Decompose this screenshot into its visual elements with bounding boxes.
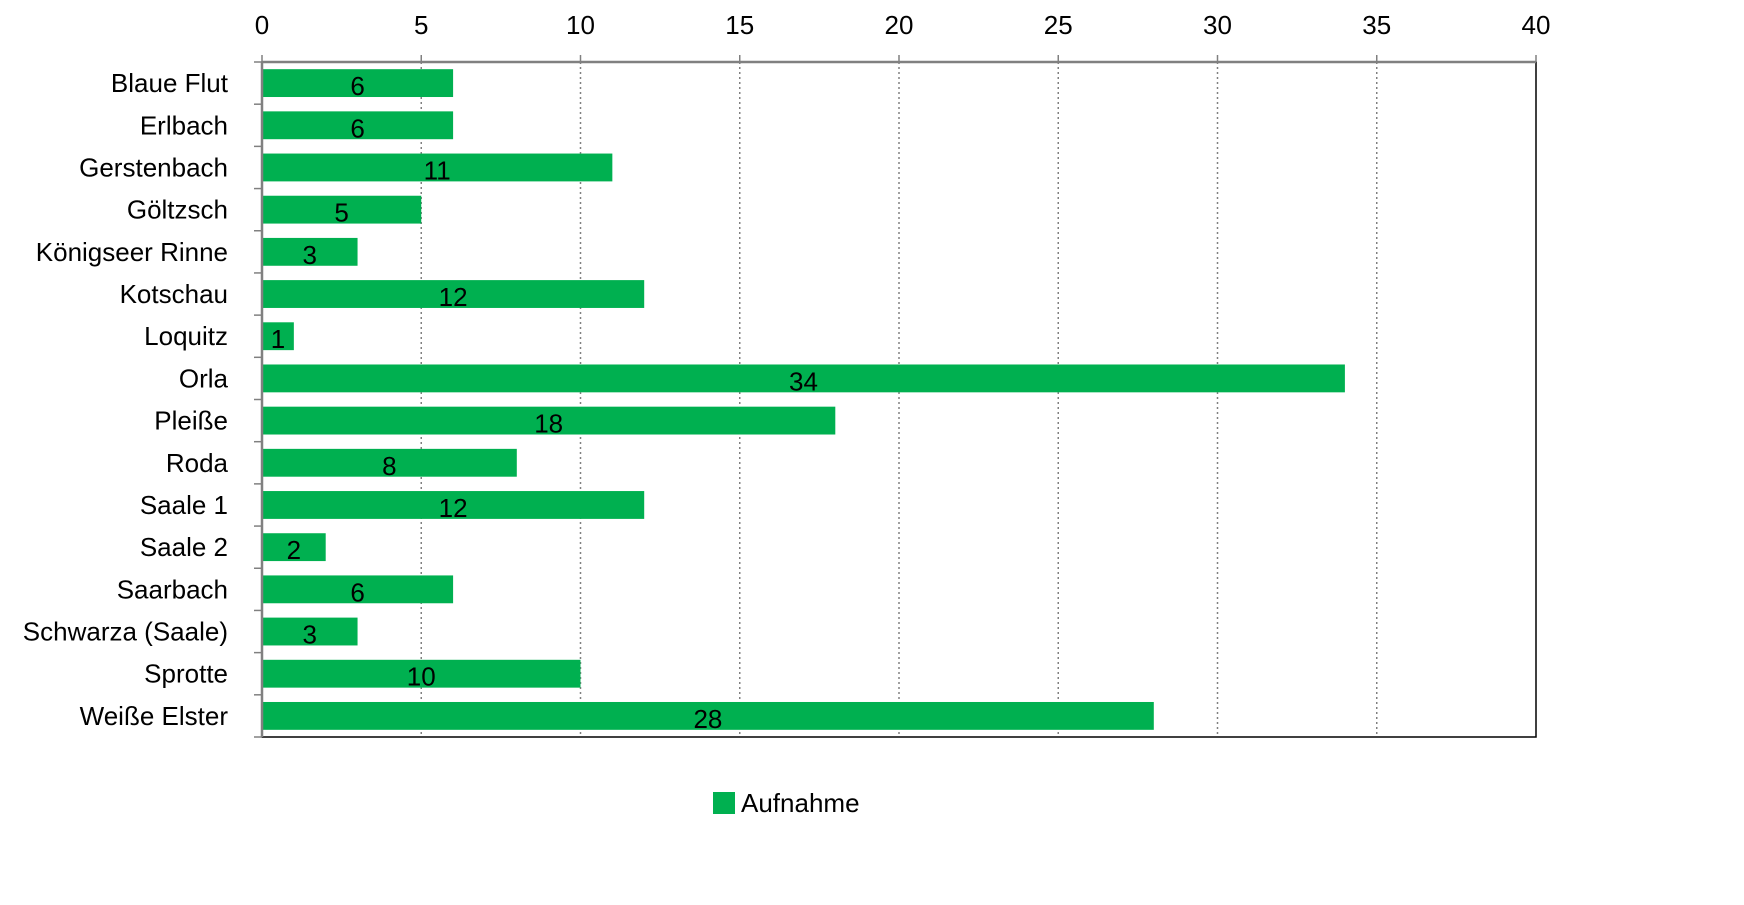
x-tick-label-10: 10	[566, 10, 595, 40]
data-label: 11	[424, 155, 451, 185]
bar-roda	[262, 448, 517, 477]
data-label: 3	[303, 240, 317, 270]
legend: Aufnahme	[713, 788, 860, 818]
bar-blaue-flut	[262, 69, 454, 98]
data-label: 6	[350, 577, 364, 607]
data-label: 12	[439, 282, 468, 312]
x-tick-label-0: 0	[255, 10, 269, 40]
bars	[262, 69, 1345, 730]
bar-erlbach	[262, 111, 454, 140]
category-label: Erlbach	[140, 110, 228, 140]
category-label: Gerstenbach	[79, 152, 228, 182]
category-label: Loquitz	[144, 321, 228, 351]
x-tick-label-25: 25	[1044, 10, 1073, 40]
x-tick-label-20: 20	[885, 10, 914, 40]
data-label: 3	[303, 620, 317, 650]
bar-pleiße	[262, 406, 836, 435]
x-tick-label-30: 30	[1203, 10, 1232, 40]
category-label: Roda	[166, 448, 229, 478]
category-label: Schwarza (Saale)	[23, 617, 228, 647]
data-label: 10	[407, 662, 436, 692]
axes	[254, 55, 1537, 738]
x-tick-label-5: 5	[414, 10, 428, 40]
category-label: Sprotte	[144, 659, 228, 689]
category-label: Weiße Elster	[80, 701, 229, 731]
data-label: 2	[287, 535, 301, 565]
bar-sprotte	[262, 659, 581, 688]
data-label: 8	[382, 451, 396, 481]
bar-saarbach	[262, 575, 454, 604]
data-label: 28	[693, 704, 722, 734]
bar-saale-1	[262, 491, 645, 519]
data-label: 34	[789, 366, 818, 396]
bar-orla	[262, 364, 1345, 393]
bar-saale-2	[262, 533, 326, 562]
data-label: 6	[350, 71, 364, 101]
category-label: Königseer Rinne	[36, 237, 228, 267]
legend-swatch	[713, 792, 735, 814]
bar-königseer-rinne	[262, 237, 358, 266]
x-tick-label-35: 35	[1362, 10, 1391, 40]
category-label: Pleiße	[154, 406, 228, 436]
category-label: Göltzsch	[127, 195, 228, 225]
data-label: 18	[534, 409, 563, 439]
bar-gerstenbach	[262, 153, 613, 182]
bar-göltzsch	[262, 195, 422, 224]
category-label: Blaue Flut	[111, 68, 229, 98]
data-label: 5	[334, 198, 348, 228]
legend-label: Aufnahme	[741, 788, 860, 818]
data-label: 6	[350, 113, 364, 143]
bar-kotschau	[262, 280, 645, 308]
bar-loquitz	[262, 322, 294, 351]
data-label: 12	[439, 493, 468, 523]
category-label: Saale 2	[140, 532, 228, 562]
x-tick-label-15: 15	[725, 10, 754, 40]
data-label: 1	[271, 324, 285, 354]
category-label: Orla	[179, 363, 229, 393]
category-label: Kotschau	[120, 279, 228, 309]
bar-weiße-elster	[262, 701, 1154, 730]
x-tick-label-40: 40	[1522, 10, 1551, 40]
bar-schwarza-saale-	[262, 617, 358, 646]
category-label: Saarbach	[117, 574, 228, 604]
category-label: Saale 1	[140, 490, 228, 520]
